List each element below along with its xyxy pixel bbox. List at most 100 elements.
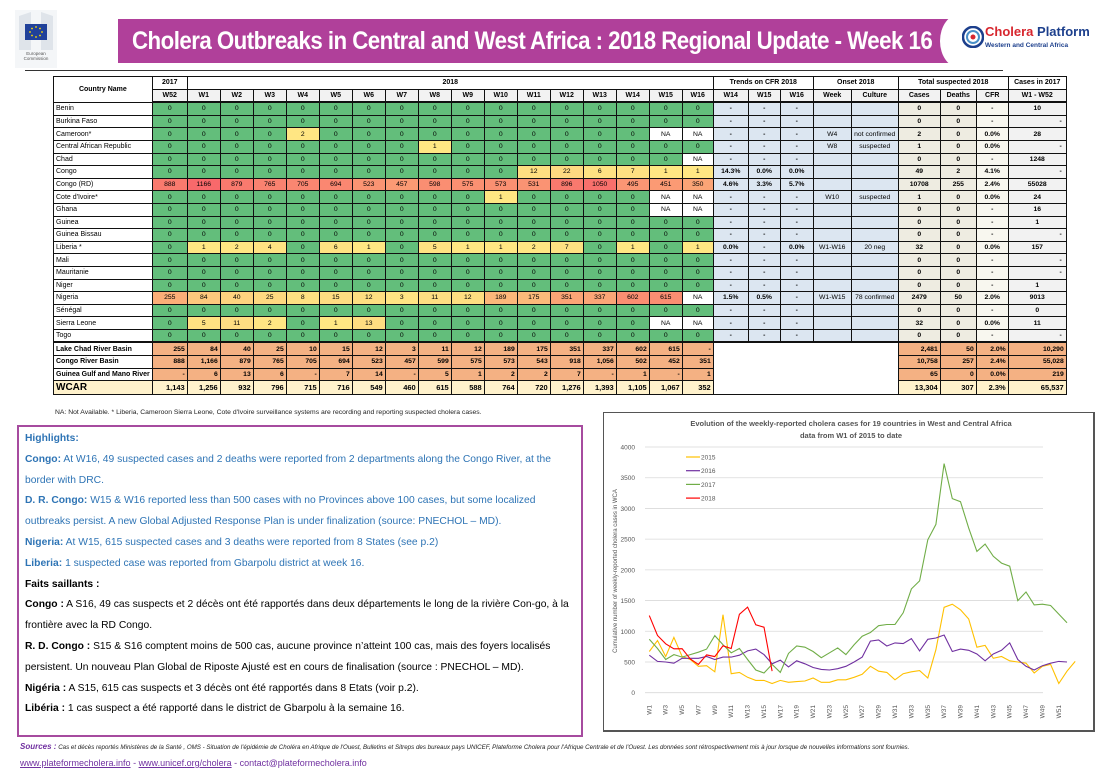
total-cfr: 0.0% — [975, 127, 1009, 141]
cases-week: 12 — [351, 341, 386, 357]
cfr-trend: 14.3% — [712, 165, 749, 179]
cases-week: 0 — [582, 240, 617, 255]
cases-week: 0 — [351, 190, 386, 204]
onset-week — [812, 316, 852, 330]
basin-summary-row: Guinea Gulf and Mano River -6 13 6-7 14-5 1 2 2… — [53, 367, 1067, 382]
total-cases: 2,481 — [897, 341, 941, 357]
cases-week: 0 — [681, 101, 714, 116]
link-plateformecholera[interactable]: www.plateformecholera.info — [20, 758, 131, 768]
cfr-trend: - — [747, 265, 781, 280]
cases-2017: - — [1007, 165, 1067, 179]
cases-week: 337 — [582, 341, 617, 357]
total-cfr: - — [975, 202, 1009, 217]
table-row: Ghana 0 0 0 0 0 0 0 0 0 0 0 0 0 0 0 NA NA - - -0 0-16 — [53, 202, 1067, 217]
cases-week: 1 — [186, 240, 221, 255]
cases-week: 0 — [483, 165, 518, 179]
total-cfr: 0.0% — [975, 240, 1009, 255]
link-unicef-cholera[interactable]: www.unicef.org/cholera — [138, 758, 232, 768]
cases-week: 2 — [252, 316, 287, 330]
country-name: Burkina Faso — [53, 114, 153, 129]
onset-culture — [850, 152, 899, 167]
cfr-trend: - — [747, 101, 781, 116]
total-cfr: - — [975, 228, 1009, 242]
onset-week — [812, 177, 852, 192]
cases-week: 0 — [384, 265, 419, 280]
onset-week — [812, 265, 852, 280]
y-axis-label: Cumulative number of weekly-reported cho… — [613, 489, 619, 653]
cases-week: 0 — [483, 253, 518, 267]
y-tick-label: 0 — [631, 690, 635, 697]
cases-week: 0 — [252, 165, 287, 179]
cases-week: 716 — [318, 380, 353, 395]
cholera-platform-logo-text: Cholera Platform — [985, 24, 1090, 39]
cases-week: 0 — [483, 303, 518, 318]
cases-week: 0 — [615, 114, 650, 129]
cases-week: 1 — [450, 367, 485, 382]
cases-week: 1 — [450, 240, 485, 255]
cases-week: 0 — [285, 265, 320, 280]
cases-week: 0 — [351, 127, 386, 141]
cases-week: 0 — [384, 215, 419, 230]
cases-week: 452 — [648, 355, 683, 369]
basin-summary-row: Congo River Basin 888 1,166 879 765 705 694 523… — [53, 355, 1067, 369]
cases-week: 0 — [549, 253, 584, 267]
cases-week: 879 — [219, 177, 254, 192]
cases-week: 0 — [681, 139, 714, 154]
header-week: W9 — [450, 88, 485, 104]
row-name: Lake Chad River Basin — [53, 341, 153, 357]
cases-week: 0 — [351, 165, 386, 179]
highlight-label: Congo: — [25, 453, 62, 465]
table-row: Congo 0 0 0 0 0 0 0 0 0 0 0 12 22 6 7 1 1 14.3% 0.0% 0.0% 49 2… — [53, 165, 1067, 179]
cases-week: 0 — [450, 127, 485, 141]
cases-week: 0 — [318, 253, 353, 267]
cases-w52: 888 — [151, 177, 188, 192]
cases-week: 0 — [219, 114, 254, 129]
highlight-label: Nigeria: — [25, 536, 64, 548]
total-cases: 0 — [897, 215, 941, 230]
country-name: Niger — [53, 278, 153, 293]
cases-week: 2 — [516, 240, 551, 255]
total-cfr: 2.0% — [975, 291, 1009, 305]
table-row: Mali 0 0 0 0 0 0 0 0 0 0 0 0 0 0 0 0 0- - -0 0- - — [53, 253, 1067, 267]
cases-week: 0 — [549, 190, 584, 204]
cases-week: 1 — [483, 190, 518, 204]
onset-week — [812, 228, 852, 242]
cases-week: 0 — [186, 278, 221, 293]
cfr-trend: - — [712, 265, 749, 280]
cases-week: 25 — [252, 341, 287, 357]
total-deaths: 0 — [939, 328, 977, 343]
onset-week — [812, 278, 852, 293]
cases-week: 457 — [384, 355, 419, 369]
cases-week: 0 — [186, 190, 221, 204]
cases-week: 22 — [549, 165, 584, 179]
cases-week: 0 — [285, 190, 320, 204]
x-tick-label: W23 — [826, 705, 833, 719]
cases-w52: 255 — [151, 291, 188, 305]
onset-week: W1-W16 — [812, 240, 852, 255]
cases-week: 0 — [549, 228, 584, 242]
cases-week: 0 — [681, 303, 714, 318]
contact-email[interactable]: contact@plateformecholera.info — [239, 758, 367, 768]
cases-week: 8 — [285, 291, 320, 305]
header-week: W16 — [681, 88, 714, 104]
cases-week: 0 — [318, 114, 353, 129]
fait-text: S15 & S16 comptent moins de 500 cas, auc… — [25, 640, 551, 673]
cases-week: 0 — [681, 265, 714, 280]
total-deaths: 0 — [939, 265, 977, 280]
cases-week: 0 — [549, 101, 584, 116]
total-cases: 10708 — [897, 177, 941, 192]
total-cfr: - — [975, 114, 1009, 129]
cases-week: 351 — [549, 341, 584, 357]
cases-week: 0 — [252, 328, 287, 343]
header-week: W15 — [648, 88, 683, 104]
cases-week: 0 — [252, 190, 287, 204]
cfr-trend: 5.7% — [779, 177, 814, 192]
total-deaths: 0 — [939, 303, 977, 318]
x-tick-label: W5 — [679, 705, 686, 715]
x-tick-label: W7 — [695, 705, 702, 715]
highlight-text: W15 & W16 reported less than 500 cases w… — [25, 495, 536, 528]
cases-week: 10 — [285, 341, 320, 357]
onset-culture — [850, 228, 899, 242]
cases-week: 0 — [582, 202, 617, 217]
cases-week: 0 — [582, 127, 617, 141]
